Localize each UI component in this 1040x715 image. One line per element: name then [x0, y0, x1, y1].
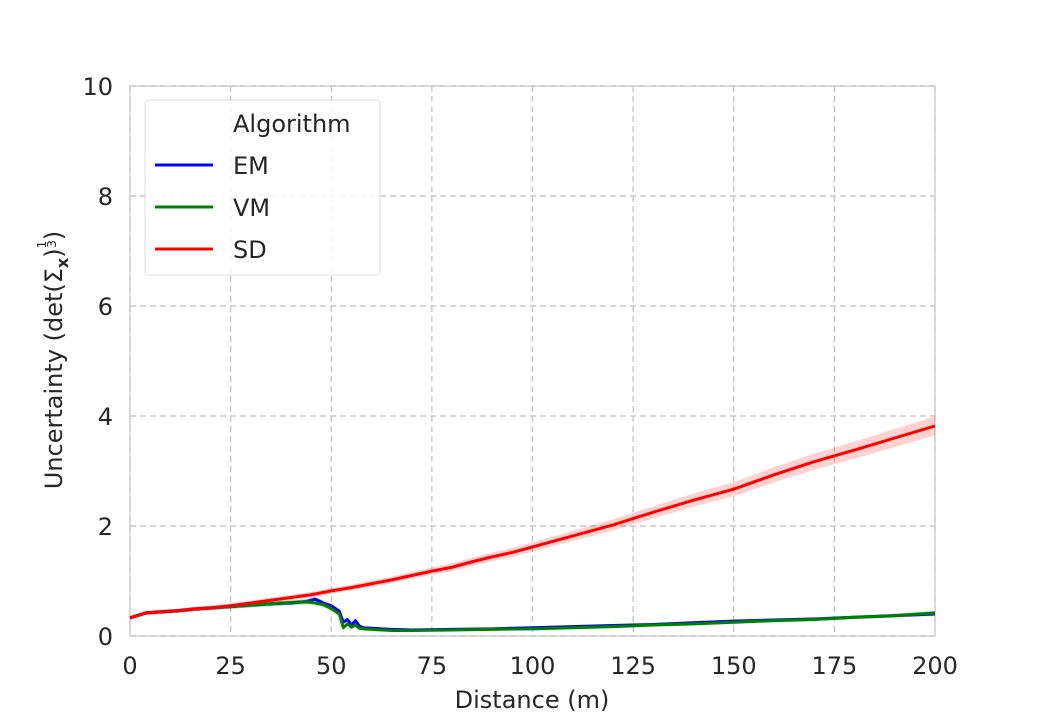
legend-label-sd: SD: [233, 236, 267, 264]
series-line-sd: [129, 424, 936, 620]
y-tick-label: 4: [98, 403, 113, 431]
series-lines: [129, 416, 936, 632]
y-tick-labels: 0 2 4 6 8 10: [82, 73, 113, 651]
x-tick-labels: 0 25 50 75 100 125 150 175 200: [122, 652, 958, 680]
y-tick-label: 6: [98, 293, 113, 321]
y-label-close: ): [40, 231, 68, 240]
y-label-exp-den: 3: [45, 240, 59, 248]
x-tick-label: 100: [510, 652, 556, 680]
x-tick-label: 50: [316, 652, 347, 680]
x-tick-label: 125: [610, 652, 656, 680]
x-tick-label: 0: [122, 652, 137, 680]
x-tick-label: 200: [912, 652, 958, 680]
y-axis-label-text: Uncertainty (det(Σx)13): [35, 231, 72, 490]
y-label-subscript: x: [53, 257, 72, 268]
legend-label-em: EM: [233, 152, 269, 180]
y-axis-label: Uncertainty (det(Σx)13): [35, 231, 72, 490]
legend: Algorithm EM VM SD: [144, 99, 381, 276]
legend-box: [144, 99, 381, 276]
x-tick-label: 150: [711, 652, 757, 680]
y-tick-label: 8: [98, 183, 113, 211]
x-axis-label: Distance (m): [455, 686, 610, 714]
x-tick-label: 75: [417, 652, 448, 680]
y-tick-label: 0: [98, 623, 113, 651]
y-label-exp-num: 1: [35, 241, 49, 249]
y-tick-label: 2: [98, 513, 113, 541]
y-label-prefix: Uncertainty (det(Σ: [40, 268, 68, 489]
legend-label-vm: VM: [233, 194, 270, 222]
y-label-suffix: ): [40, 248, 68, 257]
x-tick-label: 25: [215, 652, 246, 680]
legend-items: EM VM SD: [155, 152, 270, 264]
x-tick-label: 175: [811, 652, 857, 680]
legend-title: Algorithm: [233, 110, 351, 138]
plot-area-frame: [129, 85, 936, 637]
y-tick-label: 10: [82, 73, 113, 101]
